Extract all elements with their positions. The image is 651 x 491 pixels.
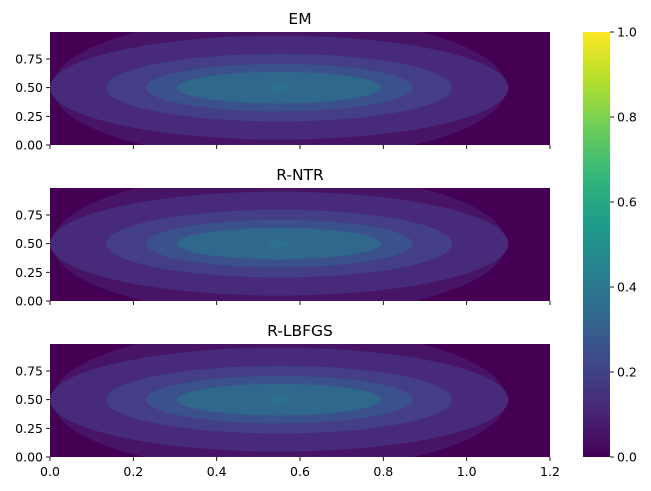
y-tick-label: 0.25 (15, 421, 43, 436)
colorbar-bar (583, 32, 610, 457)
y-tick-label: 0.75 (15, 207, 43, 222)
x-tick-label: 1.2 (540, 464, 560, 479)
x-tick-label: 0.2 (123, 464, 143, 479)
colorbar-tick-label: 0.4 (617, 280, 637, 295)
contour-level-6 (268, 395, 290, 404)
subplot-title: R-NTR (276, 166, 324, 184)
colorbar-tick-label: 1.0 (617, 25, 637, 40)
y-tick-label: 0.00 (15, 294, 43, 309)
contour-fills (50, 344, 509, 457)
x-tick-label: 0.8 (373, 464, 393, 479)
colorbar-tick-label: 0.6 (617, 195, 637, 210)
y-tick-label: 0.50 (15, 80, 43, 95)
subplot-em: EM 0.00 0.25 0.50 0.75 (15, 10, 551, 153)
y-tick-label: 0.75 (15, 51, 43, 66)
contour-fills (50, 32, 509, 145)
x-tick-label: 0.6 (290, 464, 310, 479)
x-tick-label: 0.0 (40, 464, 60, 479)
subplot-title: R-LBFGS (267, 322, 333, 340)
contour-level-6 (268, 239, 290, 248)
colorbar: 0.0 0.2 0.4 0.6 0.8 1.0 (583, 25, 637, 465)
y-tick-label: 0.75 (15, 363, 43, 378)
subplots: EM0.000.250.500.75R-NTR0.000.250.500.75R… (15, 10, 560, 479)
subplot-r-ntr: R-NTR 0.00 0.25 0.50 0.75 (15, 166, 551, 309)
contour-level-6 (268, 83, 290, 92)
y-tick-label: 0.25 (15, 265, 43, 280)
x-tick-label: 0.4 (207, 464, 227, 479)
y-tick-label: 0.50 (15, 392, 43, 407)
colorbar-tick-label: 0.2 (617, 365, 637, 380)
y-tick-label: 0.25 (15, 109, 43, 124)
y-tick-label: 0.00 (15, 138, 43, 153)
subplot-r-lbfgs: R-LBFGS 0.00 0.25 0.50 0.75 0.0 0.2 0.4 0.6 0.8 1.… (15, 322, 560, 479)
colorbar-tick-label: 0.8 (617, 110, 637, 125)
subplot-title: EM (288, 10, 311, 28)
x-tick-label: 1.0 (457, 464, 477, 479)
y-tick-label: 0.00 (15, 450, 43, 465)
contour-fills (50, 188, 509, 301)
colorbar-tick-label: 0.0 (617, 450, 637, 465)
y-tick-label: 0.50 (15, 236, 43, 251)
